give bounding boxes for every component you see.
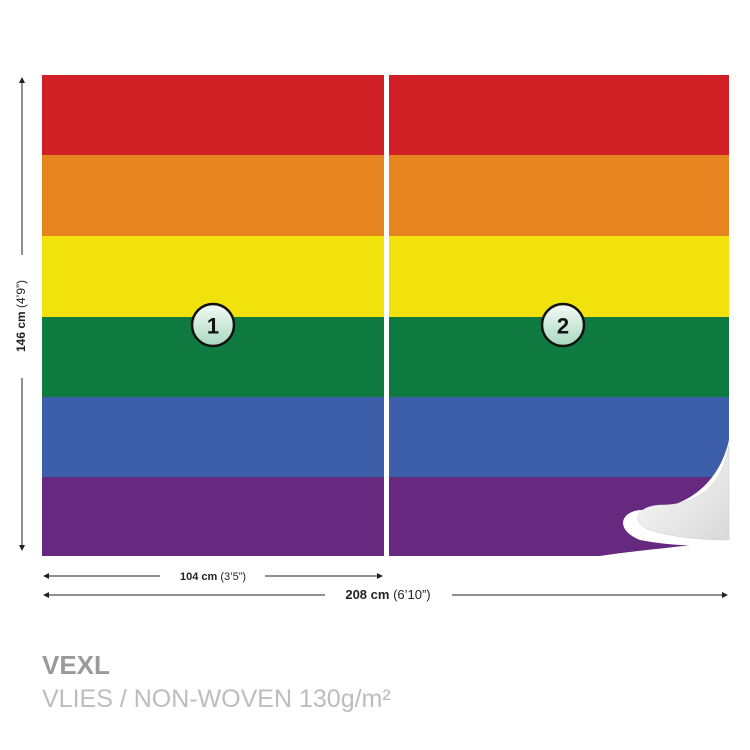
panel-width-label: 104 cm (3’5”) (180, 571, 246, 583)
product-code: VEXL (42, 650, 110, 680)
height-label: 146 cm (4’9”) (14, 280, 28, 352)
panel-width-imperial: (3’5”) (220, 571, 246, 583)
panel-number: 2 (557, 314, 569, 339)
panel-badge (540, 302, 586, 348)
height-imperial: (4’9”) (14, 280, 28, 308)
peel-gap (600, 540, 729, 556)
product-material: VLIES / NON-WOVEN 130g/m² (42, 685, 391, 713)
panel-badge (190, 302, 236, 348)
panel-number: 1 (207, 314, 219, 339)
panel-2 (389, 75, 729, 556)
panel-width-metric: 104 cm (180, 571, 218, 583)
height-metric: 146 cm (14, 311, 28, 352)
total-width-imperial: (6’10”) (393, 587, 431, 602)
peel-curl (637, 444, 730, 541)
total-width-metric: 208 cm (345, 587, 389, 602)
total-width-label: 208 cm (6’10”) (345, 587, 430, 602)
